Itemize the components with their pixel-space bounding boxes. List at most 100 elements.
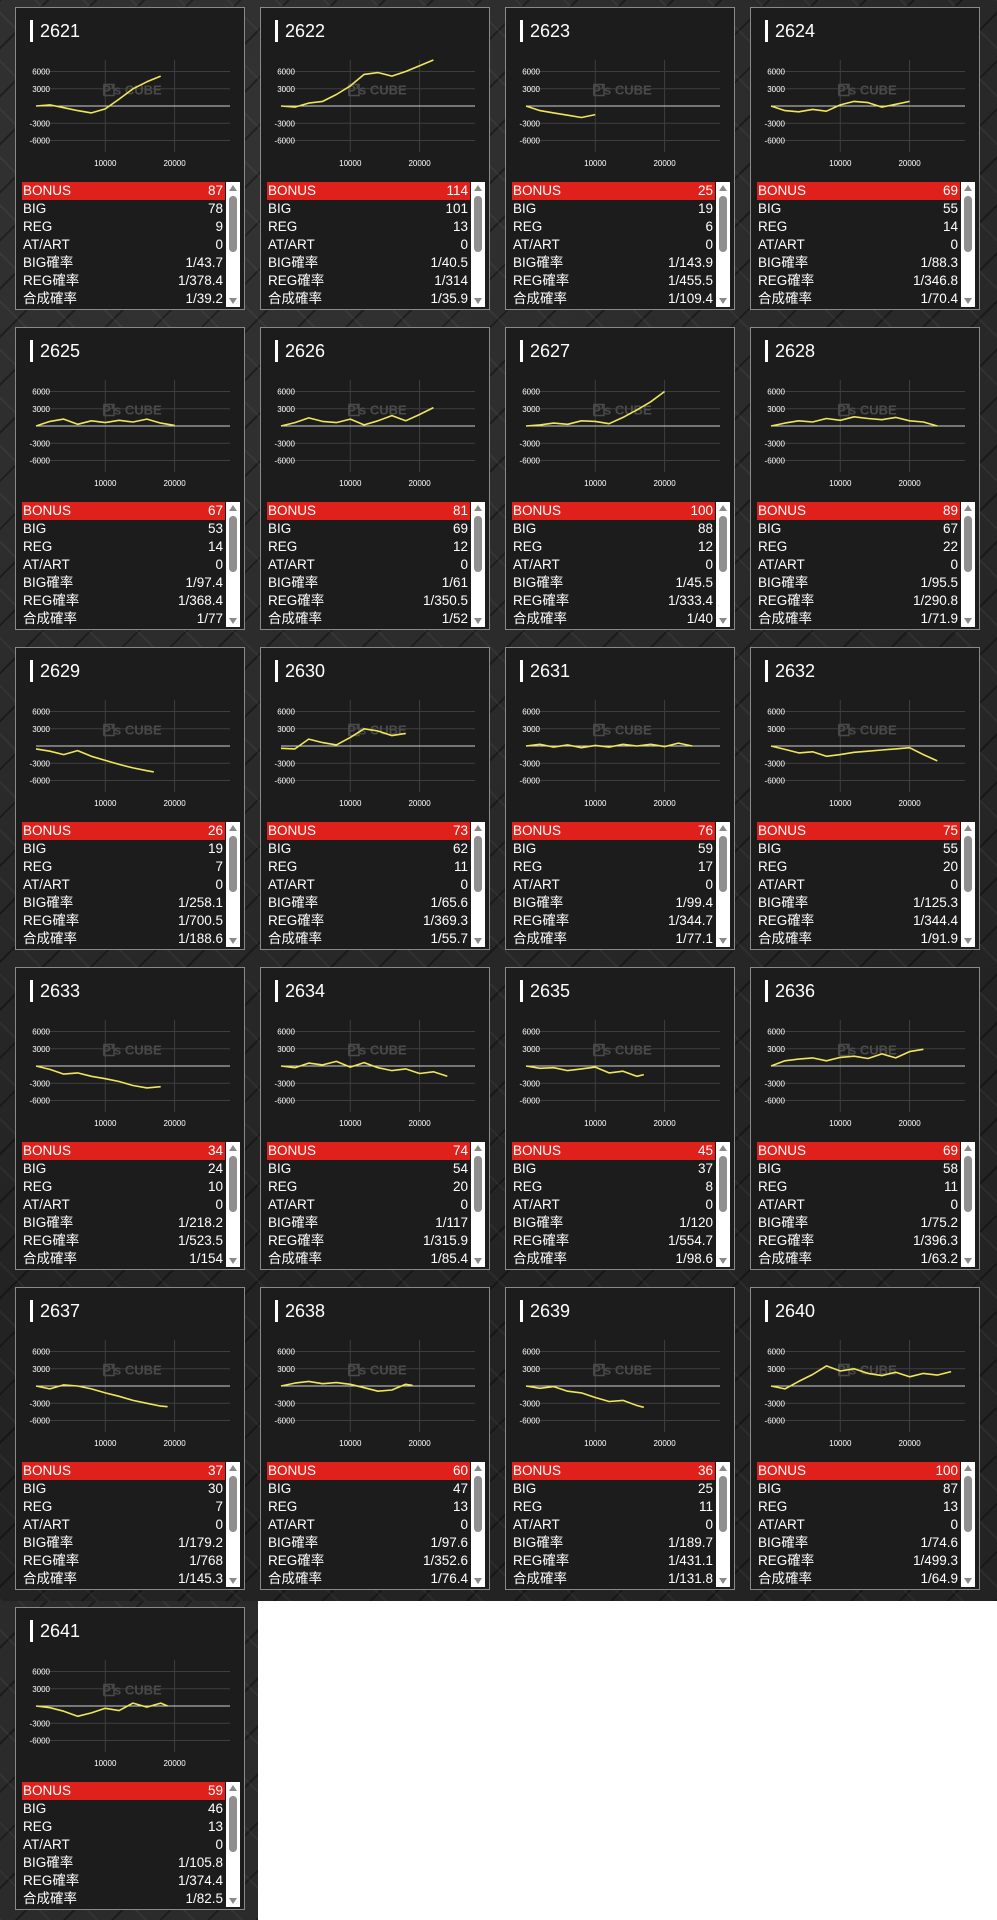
triangle-down-icon[interactable] — [964, 618, 972, 624]
scrollbar-thumb[interactable] — [964, 516, 972, 572]
machine-number[interactable]: 2632 — [775, 661, 816, 681]
scrollbar-thumb[interactable] — [474, 516, 482, 572]
triangle-down-icon[interactable] — [229, 1578, 237, 1584]
triangle-down-icon[interactable] — [474, 938, 482, 944]
triangle-up-icon[interactable] — [229, 825, 237, 831]
machine-number[interactable]: 2639 — [530, 1301, 571, 1321]
scrollbar-thumb[interactable] — [719, 1476, 727, 1532]
machine-number[interactable]: 2629 — [40, 661, 81, 681]
stats-scrollbar[interactable] — [471, 502, 485, 627]
triangle-up-icon[interactable] — [474, 1145, 482, 1151]
triangle-down-icon[interactable] — [719, 1258, 727, 1264]
triangle-down-icon[interactable] — [474, 618, 482, 624]
machine-card[interactable]: 2632 P's CUBE 6000 3000 -3000 -6000 10000 20000… — [750, 647, 980, 950]
scrollbar-thumb[interactable] — [964, 836, 972, 892]
scrollbar-thumb[interactable] — [474, 196, 482, 252]
stats-scrollbar[interactable] — [226, 182, 240, 307]
triangle-down-icon[interactable] — [719, 1578, 727, 1584]
stats-scrollbar[interactable] — [471, 822, 485, 947]
machine-card[interactable]: 2630 P's CUBE 6000 3000 -3000 -6000 10000 20000… — [260, 647, 490, 950]
triangle-down-icon[interactable] — [474, 1258, 482, 1264]
machine-card[interactable]: 2634 P's CUBE 6000 3000 -3000 -6000 10000 20000… — [260, 967, 490, 1270]
triangle-down-icon[interactable] — [474, 298, 482, 304]
triangle-down-icon[interactable] — [964, 298, 972, 304]
triangle-up-icon[interactable] — [229, 505, 237, 511]
triangle-up-icon[interactable] — [964, 185, 972, 191]
stats-scrollbar[interactable] — [716, 1142, 730, 1267]
machine-card[interactable]: 2633 P's CUBE 6000 3000 -3000 -6000 10000 20000… — [15, 967, 245, 1270]
stats-scrollbar[interactable] — [961, 1462, 975, 1587]
stats-scrollbar[interactable] — [716, 182, 730, 307]
machine-number[interactable]: 2628 — [775, 341, 816, 361]
machine-card[interactable]: 2641 P's CUBE 6000 3000 -3000 -6000 10000 20000… — [15, 1607, 245, 1910]
machine-number[interactable]: 2638 — [285, 1301, 326, 1321]
triangle-up-icon[interactable] — [474, 505, 482, 511]
stats-scrollbar[interactable] — [471, 1142, 485, 1267]
triangle-down-icon[interactable] — [229, 1898, 237, 1904]
triangle-down-icon[interactable] — [719, 938, 727, 944]
scrollbar-thumb[interactable] — [229, 836, 237, 892]
machine-card[interactable]: 2631 P's CUBE 6000 3000 -3000 -6000 10000 20000… — [505, 647, 735, 950]
triangle-down-icon[interactable] — [719, 298, 727, 304]
stats-scrollbar[interactable] — [961, 822, 975, 947]
scrollbar-thumb[interactable] — [474, 1156, 482, 1212]
machine-card[interactable]: 2627 P's CUBE 6000 3000 -3000 -6000 10000 20000… — [505, 327, 735, 630]
machine-number[interactable]: 2635 — [530, 981, 571, 1001]
scrollbar-thumb[interactable] — [964, 1156, 972, 1212]
machine-number[interactable]: 2625 — [40, 341, 81, 361]
machine-number[interactable]: 2641 — [40, 1621, 81, 1641]
triangle-down-icon[interactable] — [719, 618, 727, 624]
machine-number[interactable]: 2637 — [40, 1301, 81, 1321]
machine-number[interactable]: 2623 — [530, 21, 571, 41]
machine-card[interactable]: 2639 P's CUBE 6000 3000 -3000 -6000 10000 20000… — [505, 1287, 735, 1590]
scrollbar-thumb[interactable] — [719, 836, 727, 892]
machine-number[interactable]: 2634 — [285, 981, 326, 1001]
machine-card[interactable]: 2636 P's CUBE 6000 3000 -3000 -6000 10000 20000… — [750, 967, 980, 1270]
stats-scrollbar[interactable] — [226, 822, 240, 947]
stats-scrollbar[interactable] — [471, 182, 485, 307]
triangle-up-icon[interactable] — [474, 825, 482, 831]
scrollbar-thumb[interactable] — [474, 836, 482, 892]
machine-number[interactable]: 2627 — [530, 341, 571, 361]
triangle-up-icon[interactable] — [719, 1465, 727, 1471]
triangle-up-icon[interactable] — [719, 825, 727, 831]
machine-number[interactable]: 2636 — [775, 981, 816, 1001]
triangle-up-icon[interactable] — [229, 1465, 237, 1471]
triangle-up-icon[interactable] — [964, 1145, 972, 1151]
machine-number[interactable]: 2640 — [775, 1301, 816, 1321]
scrollbar-thumb[interactable] — [229, 1476, 237, 1532]
machine-number[interactable]: 2624 — [775, 21, 816, 41]
machine-card[interactable]: 2629 P's CUBE 6000 3000 -3000 -6000 10000 20000… — [15, 647, 245, 950]
scrollbar-thumb[interactable] — [964, 1476, 972, 1532]
triangle-up-icon[interactable] — [964, 505, 972, 511]
stats-scrollbar[interactable] — [471, 1462, 485, 1587]
scrollbar-thumb[interactable] — [474, 1476, 482, 1532]
machine-number[interactable]: 2626 — [285, 341, 326, 361]
machine-card[interactable]: 2623 P's CUBE 6000 3000 -3000 -6000 10000 20000… — [505, 7, 735, 310]
machine-number[interactable]: 2630 — [285, 661, 326, 681]
scrollbar-thumb[interactable] — [229, 1796, 237, 1852]
stats-scrollbar[interactable] — [226, 1462, 240, 1587]
machine-card[interactable]: 2637 P's CUBE 6000 3000 -3000 -6000 10000 20000… — [15, 1287, 245, 1590]
machine-card[interactable]: 2635 P's CUBE 6000 3000 -3000 -6000 10000 20000… — [505, 967, 735, 1270]
triangle-up-icon[interactable] — [229, 1785, 237, 1791]
triangle-up-icon[interactable] — [474, 185, 482, 191]
scrollbar-thumb[interactable] — [229, 516, 237, 572]
stats-scrollbar[interactable] — [716, 822, 730, 947]
machine-number[interactable]: 2621 — [40, 21, 81, 41]
triangle-up-icon[interactable] — [229, 1145, 237, 1151]
machine-number[interactable]: 2631 — [530, 661, 571, 681]
triangle-down-icon[interactable] — [229, 938, 237, 944]
triangle-down-icon[interactable] — [229, 298, 237, 304]
stats-scrollbar[interactable] — [226, 502, 240, 627]
scrollbar-thumb[interactable] — [229, 196, 237, 252]
machine-number[interactable]: 2622 — [285, 21, 326, 41]
triangle-down-icon[interactable] — [474, 1578, 482, 1584]
machine-number[interactable]: 2633 — [40, 981, 81, 1001]
stats-scrollbar[interactable] — [226, 1142, 240, 1267]
machine-card[interactable]: 2640 P's CUBE 6000 3000 -3000 -6000 10000 20000… — [750, 1287, 980, 1590]
triangle-down-icon[interactable] — [964, 1258, 972, 1264]
stats-scrollbar[interactable] — [226, 1782, 240, 1907]
scrollbar-thumb[interactable] — [719, 196, 727, 252]
machine-card[interactable]: 2621 P's CUBE 6000 3000 -3000 -6000 10000 20000… — [15, 7, 245, 310]
